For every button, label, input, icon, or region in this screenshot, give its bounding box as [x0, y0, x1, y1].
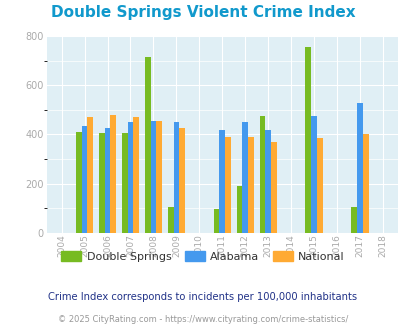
Bar — [316, 138, 322, 233]
Bar — [259, 116, 265, 233]
Bar — [99, 133, 104, 233]
Bar — [150, 121, 156, 233]
Bar — [81, 126, 87, 233]
Bar — [311, 116, 316, 233]
Bar — [265, 130, 271, 233]
Bar — [362, 135, 368, 233]
Bar — [236, 186, 242, 233]
Bar — [213, 209, 219, 233]
Bar — [122, 133, 127, 233]
Bar — [179, 128, 185, 233]
Bar — [76, 132, 81, 233]
Bar — [271, 142, 276, 233]
Bar — [110, 115, 116, 233]
Bar — [156, 121, 162, 233]
Bar — [356, 103, 362, 233]
Bar — [127, 122, 133, 233]
Bar — [173, 122, 179, 233]
Bar — [104, 128, 110, 233]
Bar — [305, 47, 311, 233]
Bar — [242, 122, 247, 233]
Bar — [225, 137, 230, 233]
Bar — [351, 207, 356, 233]
Text: Crime Index corresponds to incidents per 100,000 inhabitants: Crime Index corresponds to incidents per… — [48, 292, 357, 302]
Bar — [247, 137, 253, 233]
Text: © 2025 CityRating.com - https://www.cityrating.com/crime-statistics/: © 2025 CityRating.com - https://www.city… — [58, 315, 347, 324]
Bar — [145, 57, 150, 233]
Bar — [133, 117, 139, 233]
Legend: Double Springs, Alabama, National: Double Springs, Alabama, National — [56, 247, 349, 267]
Text: Double Springs Violent Crime Index: Double Springs Violent Crime Index — [51, 5, 354, 20]
Bar — [167, 207, 173, 233]
Bar — [219, 130, 225, 233]
Bar — [87, 117, 93, 233]
